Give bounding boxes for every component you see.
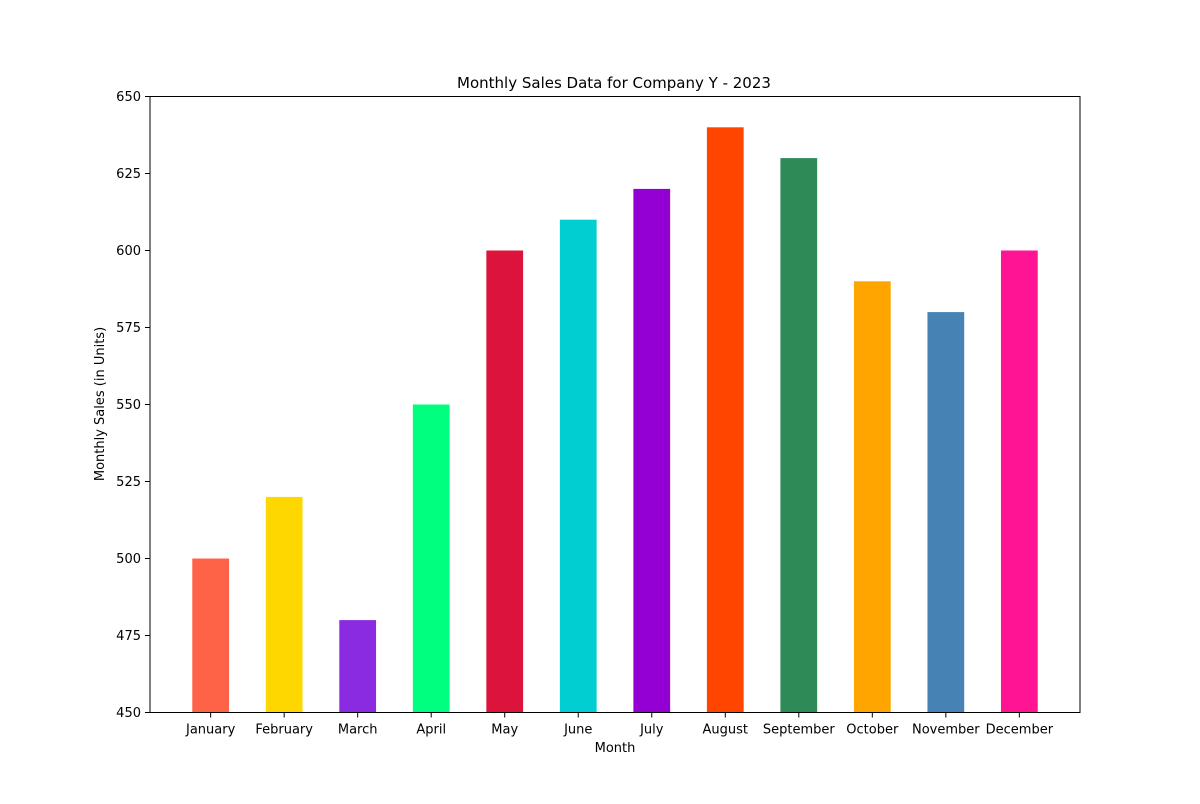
- x-tick-label: June: [563, 723, 592, 738]
- bar-august: [706, 127, 744, 713]
- x-tick-label: April: [416, 723, 446, 738]
- bar-june: [559, 219, 597, 713]
- x-tick-label: October: [846, 723, 899, 738]
- x-tick-label: February: [255, 723, 313, 738]
- y-axis-label: Monthly Sales (in Units): [93, 327, 108, 481]
- y-axis: 450 475 500 525 550 575 600 625 650: [116, 90, 150, 721]
- x-tick-label: December: [986, 723, 1054, 738]
- x-tick-label: August: [703, 723, 749, 738]
- x-tick-label: May: [491, 723, 518, 738]
- x-tick-label: September: [763, 723, 836, 738]
- bar-march: [339, 620, 377, 713]
- y-tick-label: 575: [116, 321, 141, 336]
- bar-january: [192, 558, 230, 713]
- y-tick-label: 650: [116, 90, 141, 105]
- y-tick-label: 625: [116, 167, 141, 182]
- bar-september: [780, 158, 818, 713]
- y-tick-label: 500: [116, 552, 141, 567]
- chart-title: Monthly Sales Data for Company Y - 2023: [457, 74, 771, 92]
- bar-may: [486, 250, 524, 713]
- bars-group: [192, 127, 1038, 713]
- bar-april: [412, 404, 450, 713]
- x-axis-label: Month: [595, 741, 636, 756]
- x-tick-label: March: [338, 723, 378, 738]
- x-tick-label: July: [639, 723, 664, 738]
- y-tick-label: 600: [116, 244, 141, 259]
- bar-february: [265, 496, 303, 713]
- y-tick-label: 525: [116, 475, 141, 490]
- x-tick-label: January: [185, 723, 236, 738]
- x-tick-label: November: [912, 723, 980, 738]
- bar-july: [633, 188, 671, 713]
- x-axis: January February March April May June July Augu…: [185, 712, 1054, 738]
- bar-october: [853, 281, 891, 713]
- bar-december: [1000, 250, 1038, 713]
- bar-november: [927, 312, 965, 713]
- plot-area-frame: [149, 96, 1081, 713]
- y-tick-label: 475: [116, 629, 141, 644]
- y-tick-label: 550: [116, 398, 141, 413]
- y-tick-label: 450: [116, 706, 141, 721]
